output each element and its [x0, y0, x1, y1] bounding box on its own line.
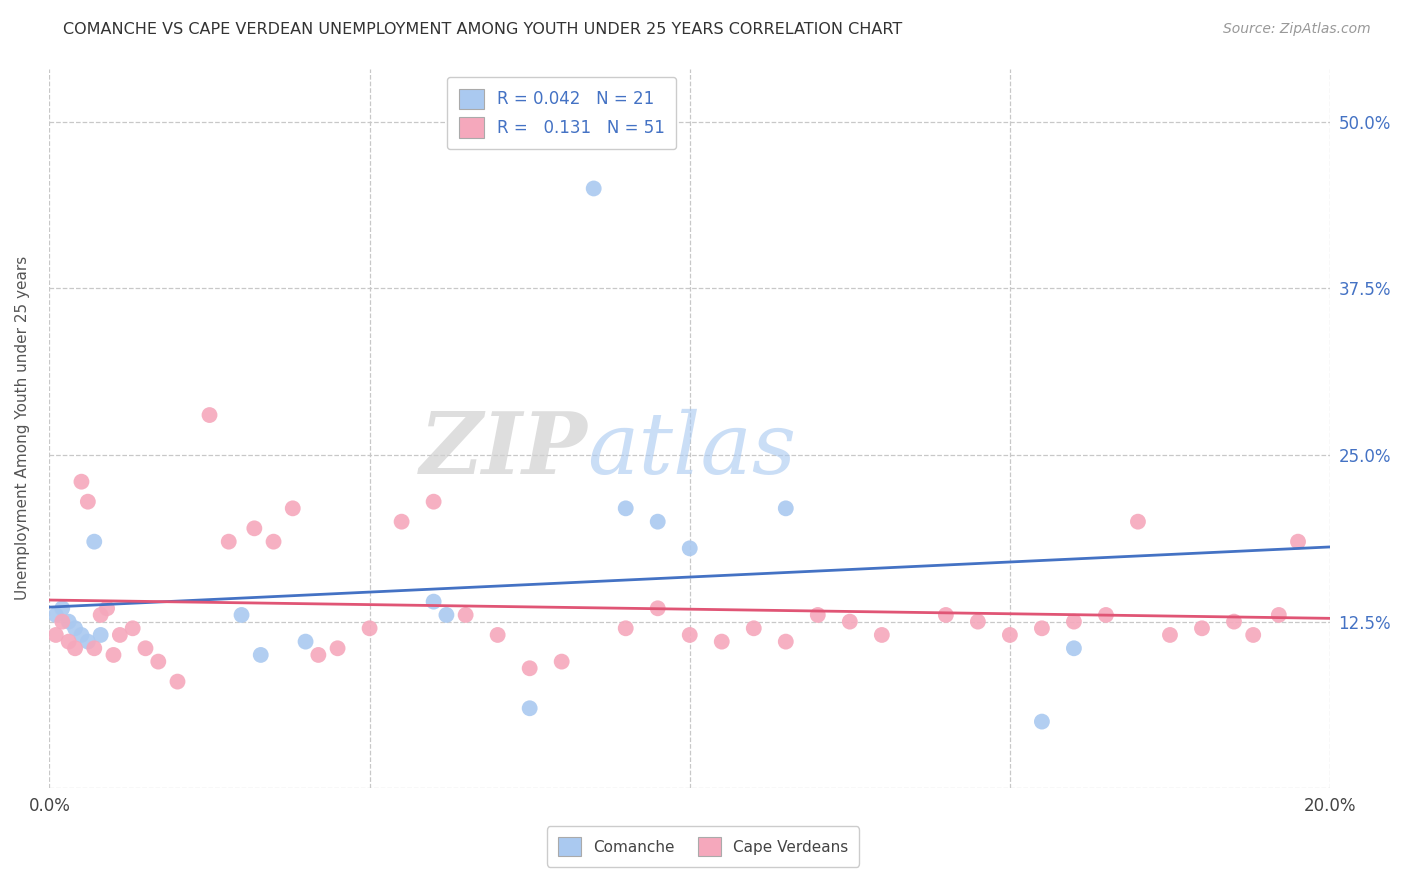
- Point: [1031, 621, 1053, 635]
- Text: ZIP: ZIP: [419, 409, 588, 491]
- Point: [1063, 615, 1085, 629]
- Point: [614, 501, 637, 516]
- Point: [76, 634, 98, 648]
- Point: [76, 494, 98, 508]
- Point: [249, 648, 271, 662]
- Point: [83, 641, 105, 656]
- Point: [582, 181, 605, 195]
- Point: [326, 641, 349, 656]
- Point: [45, 628, 67, 642]
- Point: [166, 674, 188, 689]
- Point: [710, 634, 733, 648]
- Point: [1191, 621, 1213, 635]
- Point: [90, 607, 112, 622]
- Point: [807, 607, 830, 622]
- Point: [51, 601, 73, 615]
- Point: [121, 621, 143, 635]
- Point: [90, 628, 112, 642]
- Point: [436, 607, 458, 622]
- Point: [422, 594, 444, 608]
- Point: [935, 607, 957, 622]
- Point: [391, 515, 413, 529]
- Point: [519, 661, 541, 675]
- Point: [218, 534, 240, 549]
- Point: [294, 634, 316, 648]
- Point: [231, 607, 253, 622]
- Point: [775, 634, 797, 648]
- Point: [550, 655, 572, 669]
- Point: [148, 655, 170, 669]
- Text: COMANCHE VS CAPE VERDEAN UNEMPLOYMENT AMONG YOUTH UNDER 25 YEARS CORRELATION CHA: COMANCHE VS CAPE VERDEAN UNEMPLOYMENT AM…: [63, 22, 903, 37]
- Legend: R = 0.042   N = 21, R =   0.131   N = 51: R = 0.042 N = 21, R = 0.131 N = 51: [447, 77, 676, 149]
- Point: [63, 621, 86, 635]
- Point: [1241, 628, 1264, 642]
- Point: [58, 634, 80, 648]
- Point: [70, 628, 93, 642]
- Point: [1095, 607, 1118, 622]
- Point: [422, 494, 444, 508]
- Point: [967, 615, 990, 629]
- Point: [243, 521, 266, 535]
- Point: [51, 615, 73, 629]
- Point: [647, 601, 669, 615]
- Legend: Comanche, Cape Verdeans: Comanche, Cape Verdeans: [547, 827, 859, 866]
- Text: Source: ZipAtlas.com: Source: ZipAtlas.com: [1223, 22, 1371, 37]
- Point: [198, 408, 221, 422]
- Point: [359, 621, 381, 635]
- Point: [108, 628, 131, 642]
- Point: [1063, 641, 1085, 656]
- Point: [134, 641, 156, 656]
- Point: [742, 621, 765, 635]
- Text: atlas: atlas: [588, 409, 796, 491]
- Point: [486, 628, 509, 642]
- Point: [679, 541, 702, 556]
- Point: [647, 515, 669, 529]
- Point: [1126, 515, 1149, 529]
- Point: [870, 628, 893, 642]
- Point: [775, 501, 797, 516]
- Point: [307, 648, 329, 662]
- Point: [1286, 534, 1309, 549]
- Y-axis label: Unemployment Among Youth under 25 years: Unemployment Among Youth under 25 years: [15, 256, 30, 600]
- Point: [454, 607, 477, 622]
- Point: [63, 641, 86, 656]
- Point: [519, 701, 541, 715]
- Point: [281, 501, 304, 516]
- Point: [1223, 615, 1246, 629]
- Point: [103, 648, 125, 662]
- Point: [679, 628, 702, 642]
- Point: [58, 615, 80, 629]
- Point: [83, 534, 105, 549]
- Point: [1268, 607, 1291, 622]
- Point: [1159, 628, 1181, 642]
- Point: [1031, 714, 1053, 729]
- Point: [70, 475, 93, 489]
- Point: [838, 615, 860, 629]
- Point: [45, 607, 67, 622]
- Point: [614, 621, 637, 635]
- Point: [263, 534, 285, 549]
- Point: [96, 601, 118, 615]
- Point: [998, 628, 1021, 642]
